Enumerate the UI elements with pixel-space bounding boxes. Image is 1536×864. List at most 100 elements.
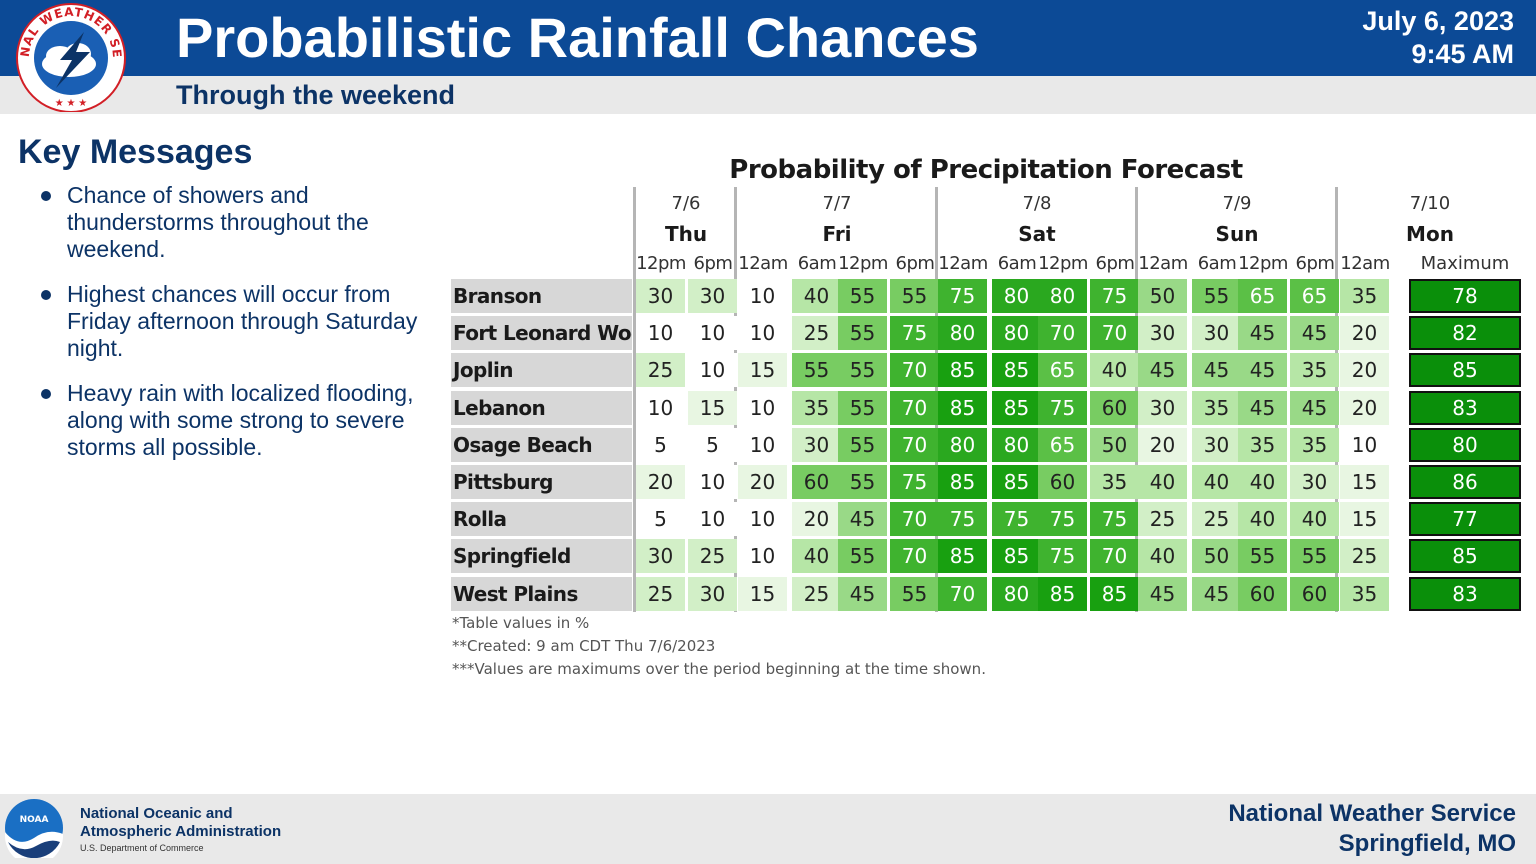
table-cell: 10 bbox=[636, 316, 686, 351]
table-title: Probability of Precipitation Forecast bbox=[729, 155, 1243, 185]
table-cell: 75 bbox=[1038, 502, 1088, 537]
issue-date: July 6, 2023 bbox=[1362, 6, 1514, 36]
table-cell: 30 bbox=[636, 279, 686, 313]
table-cell: 75 bbox=[1038, 539, 1088, 574]
table-cell: 30 bbox=[636, 539, 686, 574]
table-cell: 45 bbox=[1290, 390, 1340, 425]
table-cell: 75 bbox=[992, 502, 1042, 537]
table-cell: 10 bbox=[738, 390, 788, 425]
table-cell: 70 bbox=[890, 502, 940, 537]
table-cell: 75 bbox=[890, 316, 940, 351]
max-cell: 85 bbox=[1409, 539, 1521, 574]
table-cell: 55 bbox=[838, 316, 888, 351]
key-message-text: Heavy rain with localized flooding, alon… bbox=[67, 380, 414, 460]
bullet-icon bbox=[41, 389, 51, 399]
table-cell: 30 bbox=[1138, 316, 1188, 351]
table-cell: 80 bbox=[992, 427, 1042, 462]
table-cell: 5 bbox=[636, 502, 686, 537]
table-cell: 45 bbox=[1238, 390, 1288, 425]
column-date: 7/8 bbox=[1022, 193, 1052, 214]
table-cell: 75 bbox=[1038, 390, 1088, 425]
column-day: Fri bbox=[822, 222, 852, 246]
table-cell: 40 bbox=[1090, 353, 1140, 388]
table-cell: 55 bbox=[838, 539, 888, 574]
table-cell: 70 bbox=[938, 576, 988, 611]
table-cell: 30 bbox=[688, 279, 738, 313]
table-cell: 60 bbox=[1090, 390, 1140, 425]
table-cell: 70 bbox=[1090, 316, 1140, 351]
table-cell: 45 bbox=[838, 502, 888, 537]
table-cell: 55 bbox=[1238, 539, 1288, 574]
column-time: 12am bbox=[938, 253, 988, 274]
table-cell: 75 bbox=[1090, 279, 1140, 313]
table-cell: 40 bbox=[1238, 502, 1288, 537]
row-location: Joplin bbox=[451, 353, 632, 388]
table-cell: 85 bbox=[992, 390, 1042, 425]
table-cell: 10 bbox=[688, 502, 738, 537]
table-cell: 10 bbox=[738, 316, 788, 351]
nws-logo-icon: NATIONAL WEATHER SERVICE ★ ★ ★ bbox=[12, 2, 126, 112]
max-cell: 82 bbox=[1409, 316, 1521, 351]
max-cell: 83 bbox=[1409, 576, 1521, 611]
table-cell: 65 bbox=[1038, 353, 1088, 388]
table-cell: 25 bbox=[792, 576, 842, 611]
table-cell: 45 bbox=[838, 576, 888, 611]
table-cell: 25 bbox=[1138, 502, 1188, 537]
table-cell: 45 bbox=[1138, 576, 1188, 611]
table-cell: 70 bbox=[1090, 539, 1140, 574]
column-time: 6pm bbox=[693, 253, 733, 274]
table-cell: 85 bbox=[1090, 576, 1140, 611]
table-cell: 50 bbox=[1090, 427, 1140, 462]
column-time: 12pm bbox=[838, 253, 888, 274]
table-cell: 15 bbox=[738, 576, 788, 611]
table-cell: 30 bbox=[1192, 427, 1242, 462]
table-cell: 30 bbox=[792, 427, 842, 462]
row-location: West Plains bbox=[451, 576, 632, 611]
table-cell: 35 bbox=[1340, 576, 1390, 611]
bullet-icon bbox=[41, 191, 51, 201]
max-cell: 77 bbox=[1409, 502, 1521, 537]
table-cell: 75 bbox=[938, 502, 988, 537]
table-cell: 35 bbox=[1192, 390, 1242, 425]
office-name: National Weather Service bbox=[1228, 800, 1516, 827]
subheader-bar bbox=[0, 76, 1536, 114]
table-cell: 55 bbox=[838, 279, 888, 313]
column-time: 12am bbox=[1340, 253, 1390, 274]
column-date: 7/6 bbox=[671, 193, 701, 214]
column-time: 6pm bbox=[895, 253, 935, 274]
table-cell: 80 bbox=[938, 427, 988, 462]
row-location: Springfield bbox=[451, 539, 632, 574]
table-cell: 65 bbox=[1238, 279, 1288, 313]
table-cell: 40 bbox=[1138, 465, 1188, 499]
table-cell: 20 bbox=[792, 502, 842, 537]
table-cell: 30 bbox=[1290, 465, 1340, 499]
table-cell: 20 bbox=[1340, 316, 1390, 351]
table-cell: 70 bbox=[890, 353, 940, 388]
table-cell: 55 bbox=[890, 279, 940, 313]
table-cell: 25 bbox=[636, 353, 686, 388]
table-cell: 85 bbox=[938, 390, 988, 425]
table-cell: 55 bbox=[838, 427, 888, 462]
key-messages-list: Chance of showers and thunderstorms thro… bbox=[40, 182, 435, 479]
table-cell: 35 bbox=[1090, 465, 1140, 499]
max-cell: 80 bbox=[1409, 427, 1521, 462]
column-time: 6am bbox=[1197, 253, 1237, 274]
table-cell: 35 bbox=[792, 390, 842, 425]
table-cell: 15 bbox=[1340, 502, 1390, 537]
table-cell: 40 bbox=[1290, 502, 1340, 537]
row-location: Osage Beach bbox=[451, 427, 632, 462]
row-location: Lebanon bbox=[451, 390, 632, 425]
table-cell: 85 bbox=[938, 539, 988, 574]
header-bar bbox=[0, 0, 1536, 76]
key-message-item: Heavy rain with localized flooding, alon… bbox=[40, 380, 435, 461]
table-cell: 35 bbox=[1290, 353, 1340, 388]
noaa-name-line2: Atmospheric Administration bbox=[80, 823, 282, 840]
column-time: 6am bbox=[797, 253, 837, 274]
table-cell: 85 bbox=[1038, 576, 1088, 611]
table-cell: 15 bbox=[1340, 465, 1390, 499]
table-cell: 85 bbox=[992, 353, 1042, 388]
max-cell: 85 bbox=[1409, 353, 1521, 388]
table-cell: 45 bbox=[1138, 353, 1188, 388]
column-time: 12pm bbox=[636, 253, 686, 274]
table-cell: 85 bbox=[938, 465, 988, 499]
